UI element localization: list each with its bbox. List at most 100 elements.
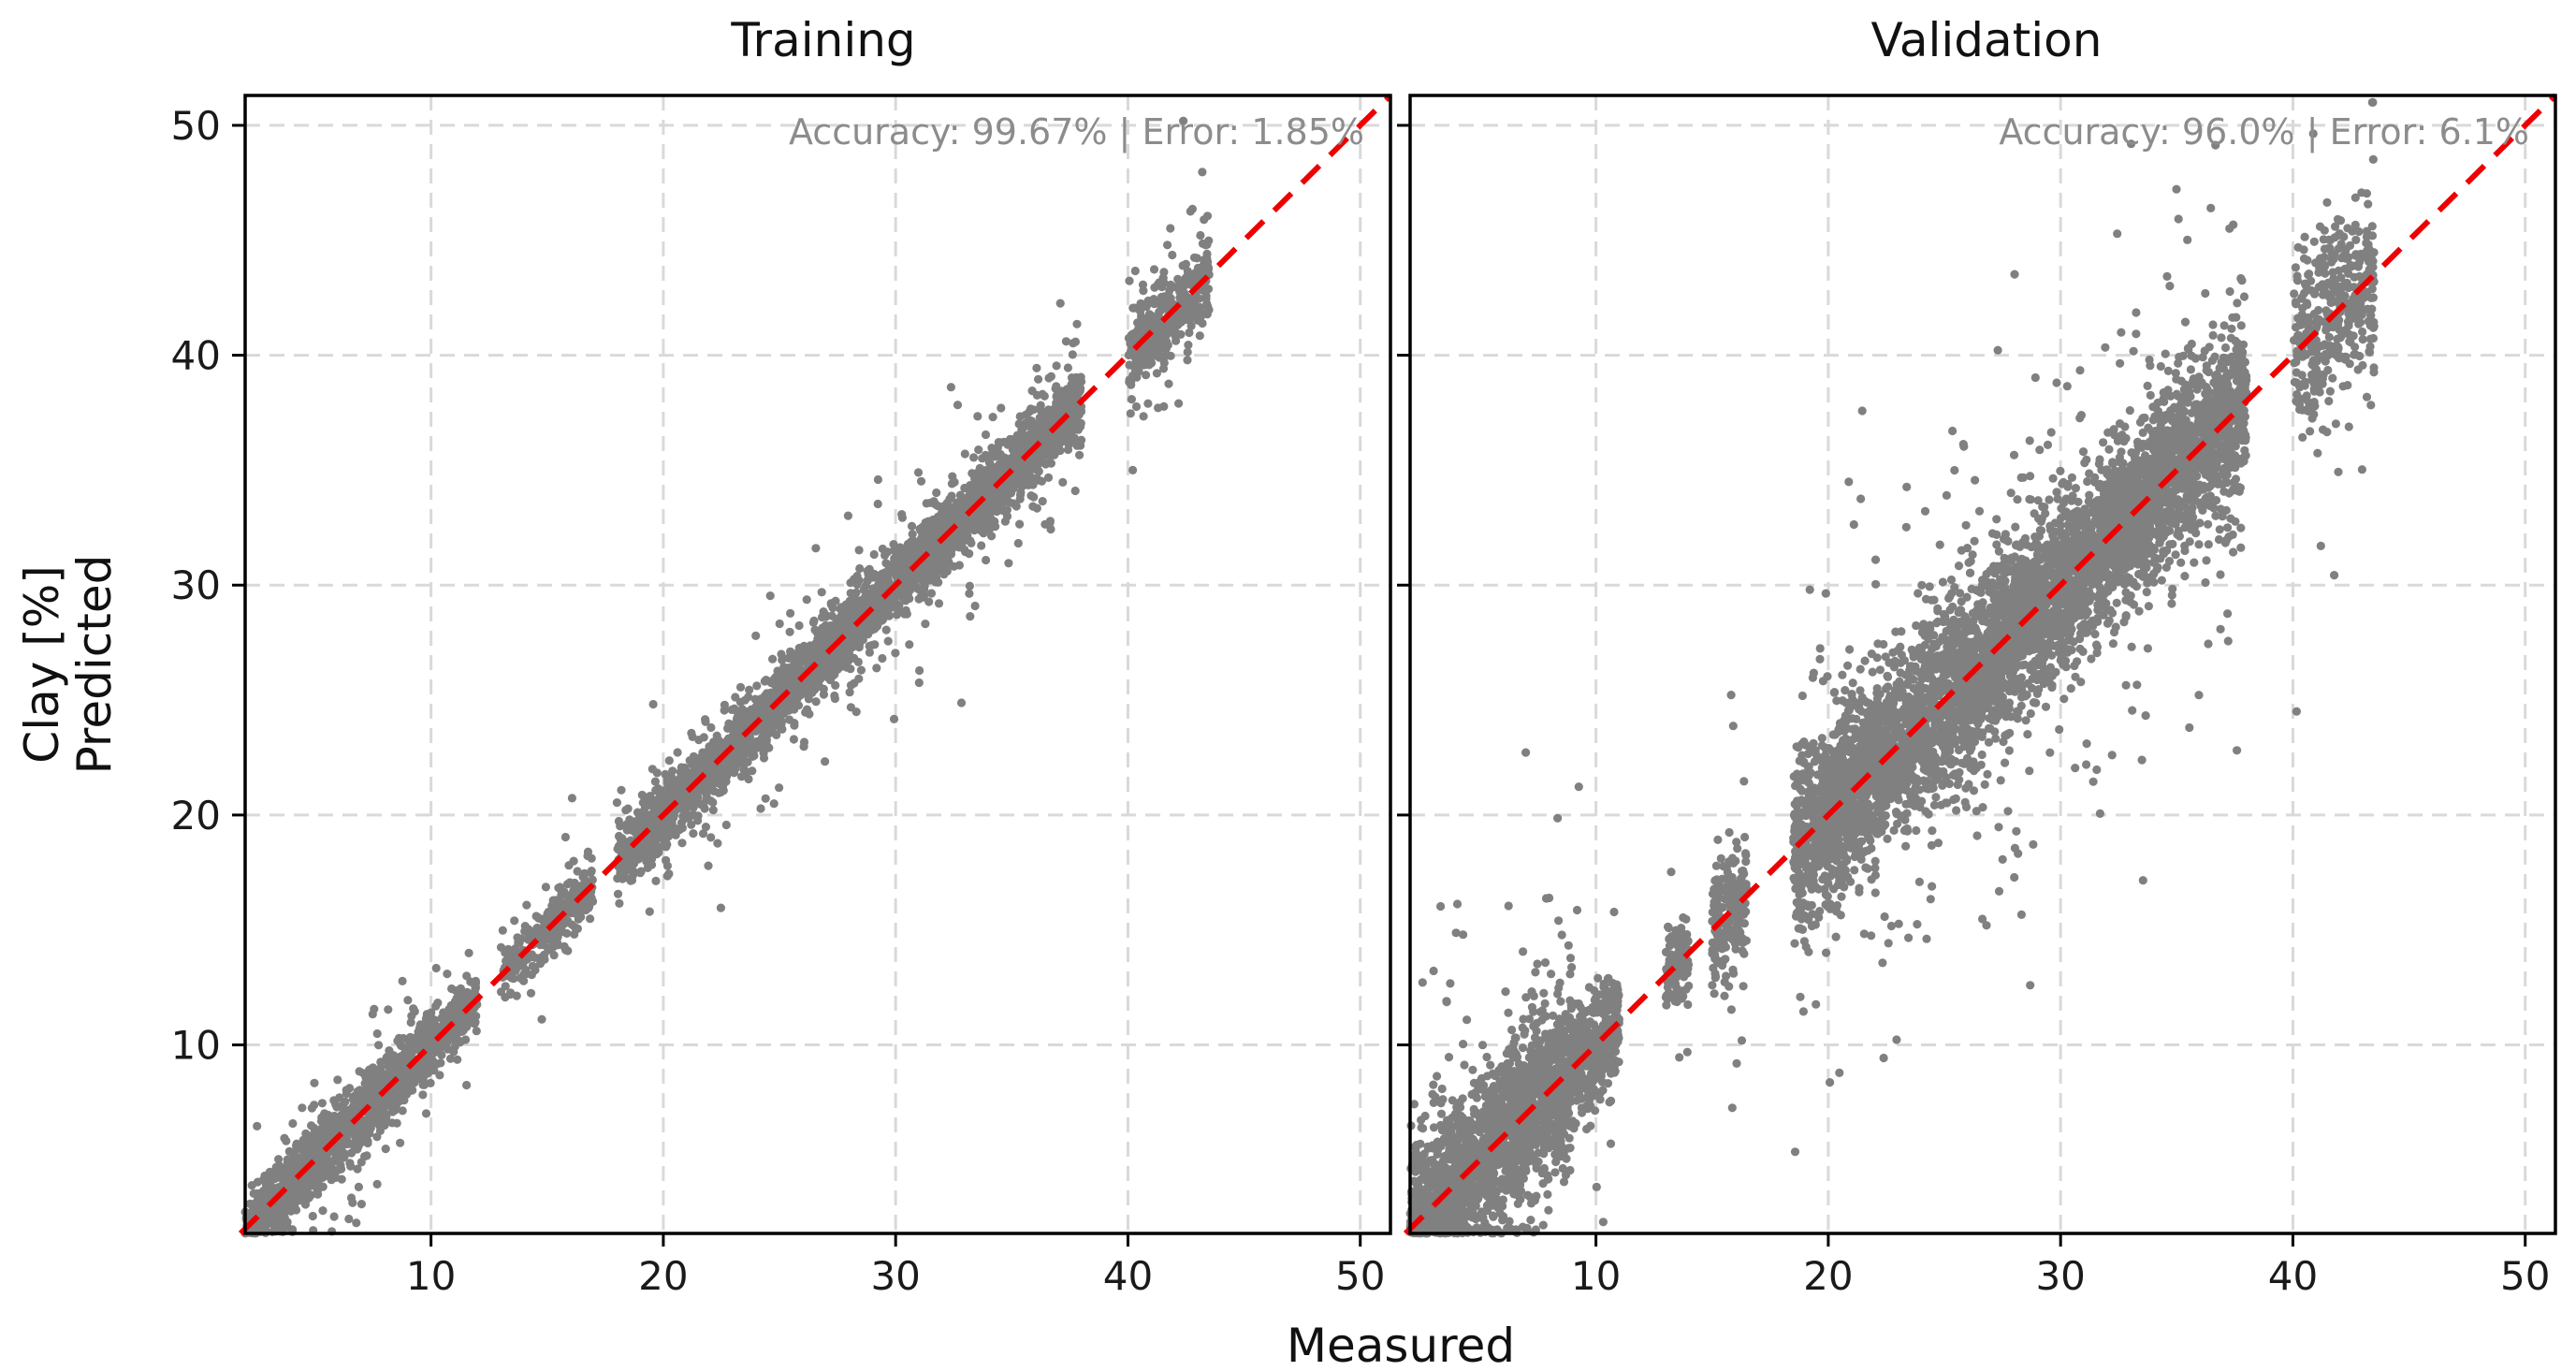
data-point bbox=[346, 1193, 357, 1203]
data-point bbox=[253, 1121, 262, 1130]
data-point bbox=[920, 581, 929, 591]
data-point bbox=[436, 1058, 445, 1068]
data-point bbox=[819, 684, 828, 693]
data-point bbox=[956, 698, 967, 707]
data-point bbox=[944, 557, 953, 567]
data-point bbox=[316, 1116, 327, 1126]
data-point bbox=[301, 1152, 311, 1161]
data-point bbox=[823, 673, 833, 682]
data-point bbox=[318, 1206, 327, 1216]
data-point bbox=[779, 663, 789, 672]
data-point bbox=[348, 1102, 357, 1112]
data-point bbox=[320, 1109, 329, 1118]
data-point bbox=[765, 591, 775, 601]
data-point bbox=[554, 883, 563, 893]
data-point bbox=[586, 868, 595, 878]
data-point bbox=[735, 740, 745, 751]
data-point bbox=[1032, 363, 1041, 372]
data-point bbox=[948, 472, 957, 481]
data-point bbox=[456, 1038, 465, 1047]
data-point bbox=[310, 1144, 319, 1153]
data-point bbox=[280, 1133, 289, 1143]
data-point bbox=[1065, 386, 1074, 395]
data-point bbox=[532, 926, 542, 936]
data-point bbox=[834, 622, 843, 633]
data-point bbox=[699, 800, 708, 810]
data-point bbox=[570, 882, 579, 892]
data-point bbox=[808, 688, 817, 697]
data-point bbox=[471, 978, 481, 988]
data-point bbox=[770, 711, 779, 721]
data-point bbox=[972, 520, 982, 530]
data-point bbox=[689, 829, 698, 839]
data-point bbox=[861, 581, 871, 591]
data-point bbox=[900, 547, 910, 556]
data-point bbox=[793, 650, 802, 661]
data-point bbox=[1060, 435, 1070, 445]
data-point bbox=[1015, 490, 1026, 500]
data-point bbox=[576, 906, 586, 915]
data-point bbox=[659, 827, 668, 837]
data-point bbox=[531, 912, 541, 921]
data-point bbox=[873, 474, 883, 485]
data-point bbox=[802, 705, 812, 714]
data-point bbox=[419, 1065, 429, 1074]
data-point bbox=[648, 765, 657, 774]
data-point bbox=[742, 749, 751, 758]
points-training bbox=[240, 116, 1214, 1238]
data-point bbox=[623, 853, 633, 862]
data-point bbox=[1077, 435, 1086, 445]
data-point bbox=[403, 996, 413, 1005]
data-point bbox=[693, 816, 703, 825]
data-point bbox=[911, 549, 922, 559]
data-point bbox=[987, 532, 997, 541]
data-point bbox=[854, 643, 864, 652]
data-point bbox=[617, 785, 626, 795]
data-point bbox=[648, 699, 658, 709]
data-point bbox=[706, 833, 716, 842]
data-point bbox=[1050, 450, 1059, 459]
data-point bbox=[701, 715, 710, 724]
data-point bbox=[372, 1179, 382, 1189]
data-point bbox=[891, 649, 900, 658]
data-point bbox=[1038, 497, 1047, 506]
data-point bbox=[388, 1107, 398, 1116]
data-point bbox=[1046, 372, 1055, 381]
data-point bbox=[964, 522, 974, 532]
data-point bbox=[528, 961, 538, 970]
data-point bbox=[667, 819, 677, 828]
data-point bbox=[651, 785, 661, 795]
data-point bbox=[822, 654, 832, 664]
data-point bbox=[1071, 372, 1081, 382]
data-point bbox=[977, 541, 986, 550]
data-point bbox=[1007, 434, 1016, 445]
data-point bbox=[362, 1126, 371, 1135]
data-point bbox=[400, 1049, 409, 1058]
data-point bbox=[510, 916, 519, 926]
data-point bbox=[673, 748, 682, 757]
data-point bbox=[446, 1014, 456, 1023]
data-point bbox=[992, 501, 1001, 510]
data-point bbox=[398, 1083, 407, 1092]
data-point bbox=[1009, 451, 1018, 460]
data-point bbox=[1041, 440, 1051, 449]
data-point bbox=[1037, 431, 1046, 441]
data-point bbox=[310, 1078, 319, 1087]
data-point bbox=[744, 774, 753, 784]
data-point bbox=[539, 914, 548, 925]
data-point bbox=[427, 1049, 436, 1058]
data-point bbox=[901, 605, 910, 616]
data-point bbox=[843, 511, 853, 520]
data-point bbox=[1139, 286, 1148, 296]
data-point bbox=[1063, 426, 1072, 435]
data-point bbox=[926, 575, 936, 584]
data-point bbox=[965, 589, 974, 598]
data-point bbox=[472, 1027, 481, 1036]
data-point bbox=[1049, 439, 1058, 448]
data-point bbox=[883, 636, 893, 646]
data-point bbox=[650, 777, 661, 786]
data-point bbox=[747, 705, 756, 714]
data-point bbox=[1011, 502, 1021, 511]
data-point bbox=[880, 610, 889, 620]
data-point bbox=[954, 561, 964, 570]
